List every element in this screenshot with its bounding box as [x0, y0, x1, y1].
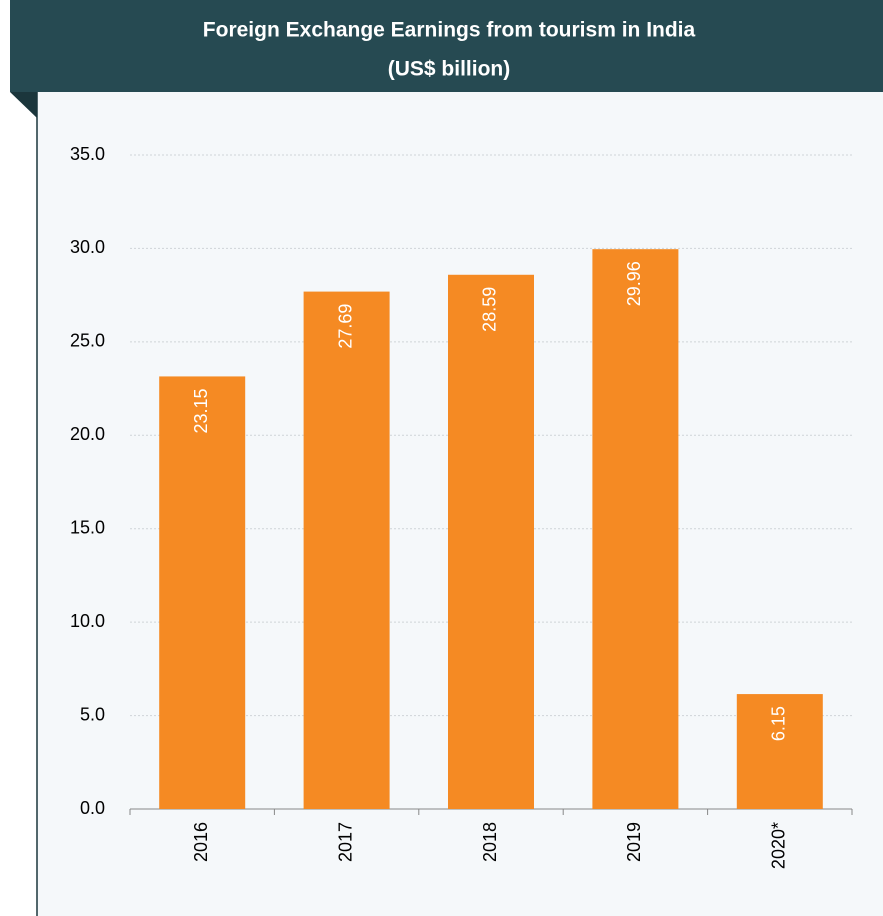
- y-tick-label: 30.0: [70, 237, 105, 257]
- value-label: 23.15: [191, 388, 211, 433]
- y-tick-label: 20.0: [70, 424, 105, 444]
- y-tick-label: 35.0: [70, 144, 105, 164]
- header-band: [10, 0, 883, 92]
- x-tick-label: 2018: [480, 822, 500, 862]
- x-tick-label: 2019: [624, 822, 644, 862]
- header-fold: [10, 92, 37, 118]
- y-tick-label: 25.0: [70, 331, 105, 351]
- bar: [736, 694, 823, 809]
- bar: [159, 376, 246, 809]
- chart-subtitle: (US$ billion): [388, 58, 511, 81]
- x-tick-label: 2017: [335, 822, 355, 862]
- x-tick-label: 2016: [191, 822, 211, 862]
- value-label: 6.15: [769, 706, 789, 741]
- x-tick-label: 2020*: [769, 822, 789, 869]
- value-label: 27.69: [335, 304, 355, 349]
- y-tick-label: 0.0: [80, 798, 105, 818]
- value-label: 28.59: [480, 287, 500, 332]
- y-tick-label: 5.0: [80, 704, 105, 724]
- bar: [448, 274, 534, 810]
- chart-title: Foreign Exchange Earnings from tourism i…: [203, 19, 696, 42]
- value-label: 29.96: [624, 261, 644, 306]
- bar: [592, 249, 679, 809]
- bar: [303, 291, 390, 810]
- y-tick-label: 15.0: [70, 517, 105, 537]
- y-tick-label: 10.0: [70, 611, 105, 631]
